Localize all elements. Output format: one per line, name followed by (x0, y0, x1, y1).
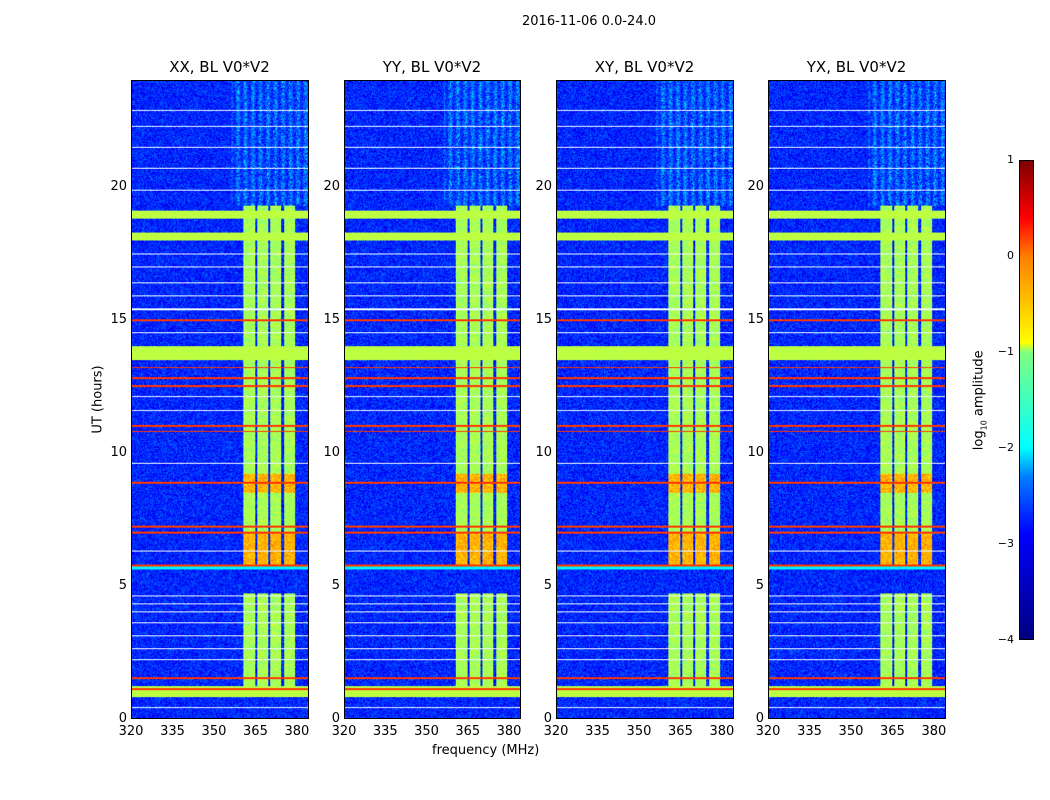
y-tick-label: 20 (323, 178, 340, 194)
colorbar-label: log10 amplitude (972, 340, 989, 460)
colorbar-tick: −3 (997, 537, 1014, 550)
heatmap-panel-xx (131, 80, 309, 719)
x-tick-label: 350 (838, 724, 864, 739)
y-tick-label: 0 (118, 711, 127, 726)
y-tick-label: 20 (535, 178, 552, 194)
y-tick-label: 10 (110, 444, 127, 460)
x-tick-label: 350 (414, 724, 439, 739)
x-tick-label: 380 (496, 724, 522, 739)
heatmap-panel-yx (768, 80, 946, 719)
colorbar-tick: 0 (1007, 249, 1014, 262)
y-tick-label: 0 (755, 711, 764, 726)
x-tick-label: 380 (709, 724, 735, 739)
x-tick-label: 380 (284, 724, 310, 739)
x-tick-label: 365 (880, 724, 905, 739)
colorbar-tick: −2 (997, 441, 1014, 454)
x-tick-label: 335 (585, 724, 610, 739)
y-tick-label: 5 (755, 577, 764, 593)
x-tick-label: 350 (626, 724, 652, 739)
y-axis-label: UT (hours) (90, 365, 106, 434)
y-tick-label: 20 (110, 178, 127, 194)
heatmap-yy (345, 81, 520, 718)
colorbar-tick: −4 (997, 633, 1014, 646)
x-tick-label: 335 (797, 724, 822, 739)
colorbar-label-sub: 10 (979, 420, 989, 431)
figure-title: 2016-11-06 0.0-24.0 (522, 14, 656, 29)
x-tick-label: 320 (755, 724, 781, 739)
colorbar-label-rest: amplitude (971, 350, 987, 421)
y-tick-label: 15 (323, 311, 340, 327)
x-tick-label: 320 (118, 724, 144, 739)
x-tick-label: 335 (160, 724, 185, 739)
y-tick-label: 15 (747, 311, 764, 327)
y-tick-label: 10 (747, 444, 764, 460)
y-tick-label: 10 (535, 444, 552, 460)
heatmap-xx (132, 81, 308, 718)
colorbar-tick: 1 (1007, 153, 1014, 166)
colorbar (1019, 160, 1034, 640)
y-tick-label: 15 (535, 311, 552, 327)
x-tick-label: 320 (331, 724, 357, 739)
heatmap-panel-yy (344, 80, 521, 719)
x-tick-label: 335 (372, 724, 398, 739)
y-tick-label: 20 (747, 178, 764, 194)
y-tick-label: 5 (118, 577, 127, 593)
x-tick-label: 365 (455, 724, 481, 739)
y-tick-label: 10 (323, 444, 340, 460)
colorbar-tick: −1 (997, 345, 1014, 358)
x-tick-label: 365 (668, 724, 693, 739)
heatmap-panel-xy (556, 80, 734, 719)
y-tick-label: 0 (331, 711, 340, 726)
x-tick-label: 365 (243, 724, 268, 739)
heatmap-yx (769, 81, 945, 718)
x-tick-label: 320 (543, 724, 569, 739)
y-tick-label: 0 (543, 711, 552, 726)
panel-title-yx: YX, BL V0*V2 (806, 58, 907, 76)
panel-title-yy: YY, BL V0*V2 (382, 58, 482, 76)
heatmap-xy (557, 81, 733, 718)
colorbar-label-log: log (971, 430, 987, 451)
y-tick-label: 5 (543, 577, 552, 593)
x-axis-label: frequency (MHz) (432, 743, 540, 758)
y-tick-label: 15 (110, 311, 127, 327)
y-tick-label: 5 (331, 577, 340, 593)
x-tick-label: 380 (921, 724, 947, 739)
x-tick-label: 350 (201, 724, 227, 739)
panel-title-xy: XY, BL V0*V2 (594, 58, 695, 76)
panel-title-xx: XX, BL V0*V2 (169, 58, 270, 76)
